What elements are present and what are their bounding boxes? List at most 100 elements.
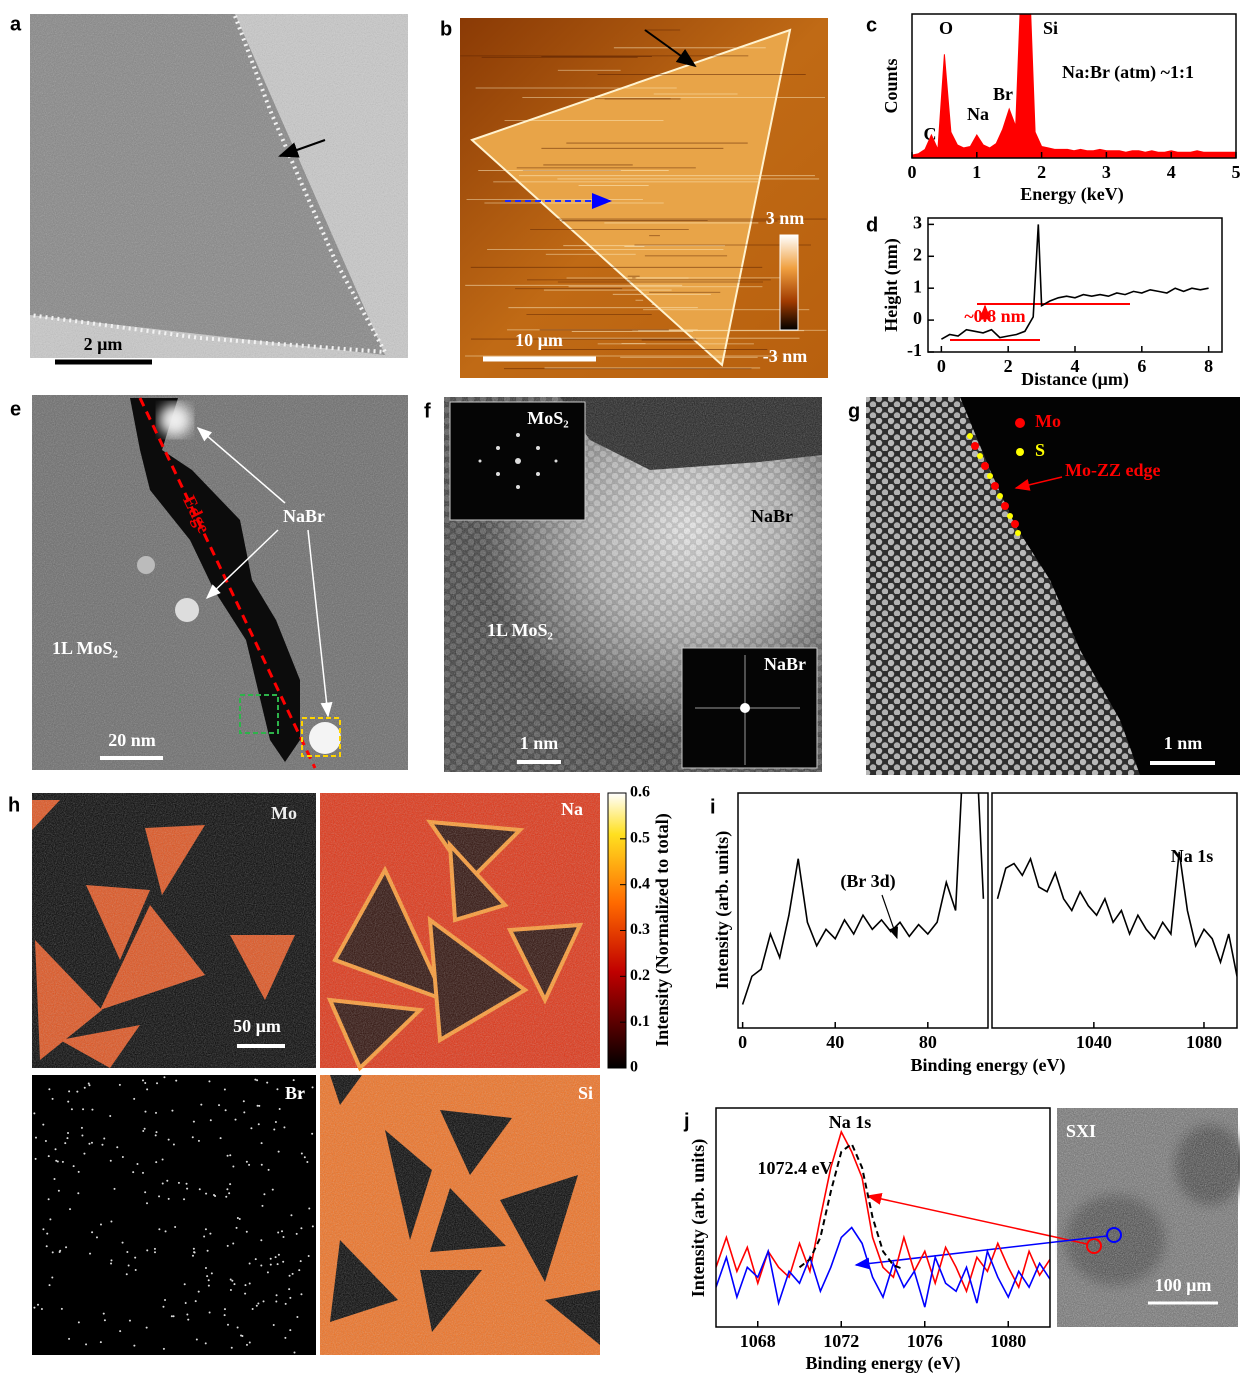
speckle — [237, 1217, 239, 1219]
speckle — [163, 1348, 165, 1350]
x-tick-label: 1076 — [907, 1331, 943, 1351]
nabr-particle — [159, 404, 191, 436]
speckle — [85, 1343, 87, 1345]
colorbar-max: 3 nm — [766, 208, 805, 228]
speckle — [296, 1233, 298, 1235]
panel-f: MoS₂ NaBr 1L MoS₂ NaBr 1 nm f — [424, 397, 822, 772]
speckle — [210, 1119, 212, 1121]
speckle — [76, 1091, 78, 1093]
speckle — [282, 1261, 284, 1263]
speckle — [184, 1283, 186, 1285]
texture — [320, 1075, 600, 1355]
speckle — [211, 1272, 213, 1274]
speckle — [255, 1258, 257, 1260]
speckle — [244, 1293, 246, 1295]
speckle — [187, 1319, 189, 1321]
peak-label: Na 1s — [1171, 846, 1214, 866]
speckle — [71, 1108, 73, 1110]
speckle — [209, 1233, 211, 1235]
speckle — [128, 1264, 130, 1266]
speckle — [308, 1255, 310, 1257]
speckle — [83, 1153, 85, 1155]
speckle — [154, 1248, 156, 1250]
speckle — [133, 1098, 135, 1100]
speckle — [193, 1248, 195, 1250]
peak-label: 1072.4 eV — [758, 1158, 833, 1178]
speckle — [261, 1205, 263, 1207]
speckle — [205, 1267, 207, 1269]
speckle — [290, 1214, 292, 1216]
speckle — [183, 1198, 185, 1200]
plot-frame — [992, 793, 1237, 1028]
speckle — [206, 1275, 208, 1277]
speckle — [229, 1183, 231, 1185]
speckle — [235, 1119, 237, 1121]
speckle — [146, 1249, 148, 1251]
speckle — [67, 1101, 69, 1103]
speckle — [168, 1198, 170, 1200]
speckle — [275, 1301, 277, 1303]
speckle — [166, 1180, 168, 1182]
speckle — [186, 1183, 188, 1185]
speckle — [64, 1142, 66, 1144]
plot — [998, 852, 1238, 977]
speckle — [103, 1138, 105, 1140]
speckle — [69, 1208, 71, 1210]
speckle — [300, 1260, 302, 1262]
speckle — [110, 1263, 112, 1265]
speckle — [289, 1275, 291, 1277]
speckle — [88, 1143, 90, 1145]
speckle — [186, 1188, 188, 1190]
x-tick-label: 80 — [919, 1032, 937, 1052]
x-tick-label: 1080 — [990, 1331, 1026, 1351]
speckle — [165, 1230, 167, 1232]
x-tick-label: 8 — [1204, 356, 1213, 376]
speckle — [208, 1080, 210, 1082]
speckle — [48, 1198, 50, 1200]
panel-b: 3 nm -3 nm 10 µm b — [440, 18, 828, 378]
inset-label: MoS₂ — [527, 408, 568, 428]
speckle — [275, 1256, 277, 1258]
speckle — [276, 1088, 278, 1090]
speckle — [171, 1110, 173, 1112]
speckle — [103, 1313, 105, 1315]
speckle — [281, 1230, 283, 1232]
speckle — [277, 1231, 279, 1233]
speckle — [267, 1271, 269, 1273]
series-line — [716, 1132, 1050, 1291]
colorbar-tick-label: 0.5 — [630, 830, 650, 847]
speckle — [208, 1279, 210, 1281]
speckle — [45, 1140, 47, 1142]
speckle — [208, 1285, 210, 1287]
speckle — [142, 1172, 144, 1174]
colorbar-tick-label: 0.2 — [630, 967, 650, 984]
x-tick-label: 6 — [1137, 356, 1146, 376]
peak-label: Na — [967, 104, 989, 124]
speckle — [163, 1076, 165, 1078]
speckle — [119, 1330, 121, 1332]
y-axis-label: Height (nm) — [881, 238, 902, 332]
x-tick-label: 1 — [972, 162, 981, 182]
speckle — [231, 1280, 233, 1282]
x-tick-label: 1068 — [740, 1331, 776, 1351]
series-line — [998, 852, 1238, 977]
speckle — [249, 1342, 251, 1344]
speckle — [186, 1314, 188, 1316]
colorbar-tick-label: 0.1 — [630, 1013, 650, 1030]
speckle — [59, 1251, 61, 1253]
peak-label: Si — [1043, 18, 1058, 38]
scale-label: 100 µm — [1155, 1275, 1212, 1295]
speckle — [263, 1300, 265, 1302]
map-label: Na — [561, 799, 583, 819]
y-tick-label: 3 — [913, 213, 922, 233]
speckle — [261, 1164, 263, 1166]
y-axis-label: Intensity (arb. units) — [712, 831, 733, 990]
speckle — [236, 1227, 238, 1229]
legend-marker — [1015, 418, 1025, 428]
speckle — [146, 1202, 148, 1204]
speckle — [240, 1334, 242, 1336]
speckle — [284, 1337, 286, 1339]
y-tick-label: -1 — [907, 340, 922, 360]
speckle — [134, 1257, 136, 1259]
speckle — [109, 1115, 111, 1117]
